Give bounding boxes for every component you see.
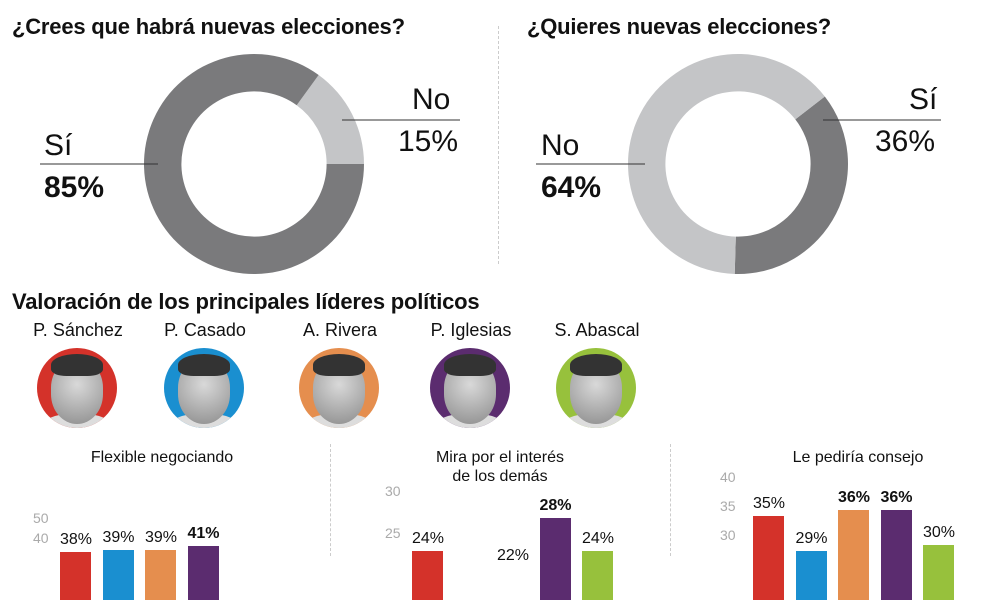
- bar-iglesias: [187, 545, 219, 600]
- bar-value-label: 41%: [187, 524, 220, 542]
- leader-name: P. Iglesias: [430, 320, 512, 340]
- bar-value-label: 24%: [581, 530, 615, 548]
- y-tick: 30: [720, 527, 736, 543]
- pie1-value-no: 15%: [398, 125, 459, 158]
- bar-value-label: 38%: [59, 531, 93, 549]
- leader-photo: [556, 348, 636, 428]
- y-tick: 40: [720, 469, 736, 485]
- panel-title: Mira por el interés de los demás: [435, 449, 565, 485]
- bar-abascal: [923, 545, 954, 600]
- divider: [670, 444, 671, 556]
- leader-photo: [299, 348, 379, 428]
- bar-iglesias: [880, 510, 912, 600]
- bar-value-label: 28%: [539, 496, 572, 514]
- divider: [498, 26, 499, 264]
- bar-sanchez: [60, 552, 91, 600]
- chart-title-pie-2: ¿Quieres nuevas elecciones?: [527, 14, 831, 39]
- slice-si: [734, 96, 848, 275]
- bar-casado: [102, 550, 134, 600]
- pie2-label-no: No: [541, 129, 580, 162]
- slice-si: [144, 53, 364, 275]
- bar-value-label: 22%: [496, 547, 530, 565]
- y-tick: 40: [33, 530, 49, 546]
- bar-value-label: 30%: [922, 524, 956, 541]
- chart-title-pie-1: ¿Crees que habrá nuevas elecciones?: [12, 14, 405, 39]
- bar-abascal: [582, 551, 613, 600]
- bar-casado: [795, 550, 827, 600]
- section-title: Valoración de los principales líderes po…: [12, 289, 480, 314]
- leader-name: P. Casado: [164, 320, 246, 340]
- panel-title: Flexible negociando: [90, 449, 234, 466]
- y-tick: 35: [720, 498, 736, 514]
- bar-value-label: 35%: [752, 495, 786, 512]
- pie1-label-no: No: [412, 83, 451, 116]
- bar-value-label: 24%: [411, 530, 445, 548]
- slice-no: [628, 53, 825, 274]
- bar-rivera: [838, 510, 869, 600]
- y-tick: 50: [33, 509, 49, 526]
- panel-title: Le pediría consejo: [792, 449, 924, 466]
- donut-chart-2: [536, 53, 941, 275]
- y-tick: 25: [385, 525, 401, 541]
- leader-name: A. Rivera: [302, 320, 378, 340]
- leader-photo: [430, 348, 510, 428]
- divider: [330, 444, 331, 556]
- bar-value-label: 29%: [795, 529, 828, 547]
- bar-sanchez: [412, 551, 443, 600]
- bar-rivera: [145, 550, 176, 600]
- leader-photo: [164, 348, 244, 428]
- bar-value-label: 39%: [144, 529, 178, 547]
- bar-value-label: 39%: [102, 529, 135, 547]
- bar-sanchez: [753, 516, 784, 600]
- pie1-label-si: Sí: [44, 129, 73, 162]
- pie2-value-no: 64%: [541, 171, 602, 204]
- bar-value-label: 36%: [880, 489, 913, 507]
- slice-no: [296, 75, 364, 164]
- leader-photo: [37, 348, 117, 428]
- pie2-label-si: Sí: [909, 83, 938, 116]
- leader-name: S. Abascal: [554, 320, 640, 340]
- pie1-value-si: 85%: [44, 171, 105, 204]
- y-tick: 30: [385, 483, 401, 499]
- donut-chart-1: [40, 53, 460, 275]
- bar-value-label: 36%: [837, 489, 871, 507]
- leader-name: P. Sánchez: [33, 320, 123, 340]
- bar-iglesias: [539, 517, 571, 600]
- pie2-value-si: 36%: [875, 125, 936, 158]
